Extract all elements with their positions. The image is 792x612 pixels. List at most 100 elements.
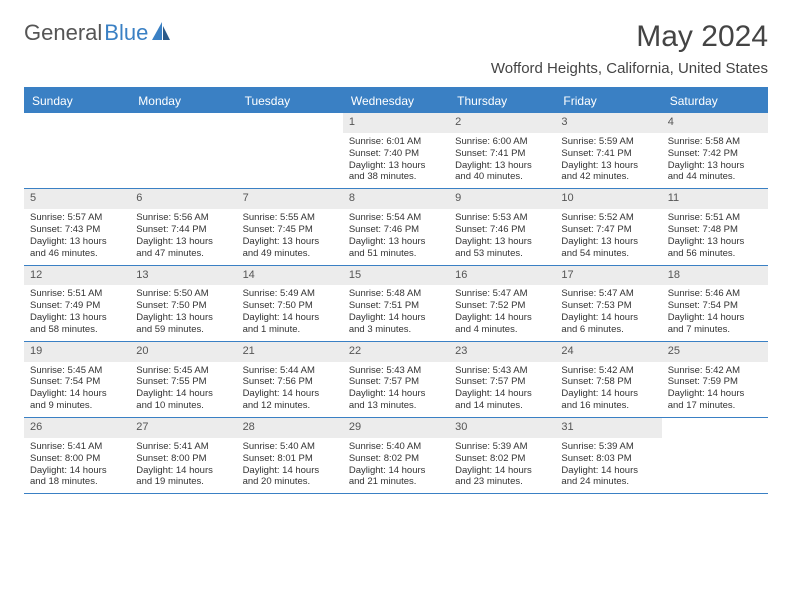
day-cell: 29Sunrise: 5:40 AMSunset: 8:02 PMDayligh…	[343, 418, 449, 493]
logo-text-general: General	[24, 20, 102, 46]
week-row: 1Sunrise: 6:01 AMSunset: 7:40 PMDaylight…	[24, 113, 768, 189]
day-number: 5	[24, 189, 130, 209]
sunset-text: Sunset: 7:59 PM	[668, 376, 762, 388]
sunset-text: Sunset: 7:46 PM	[349, 224, 443, 236]
sunrise-text: Sunrise: 5:49 AM	[243, 288, 337, 300]
day-cell: 9Sunrise: 5:53 AMSunset: 7:46 PMDaylight…	[449, 189, 555, 264]
sunset-text: Sunset: 7:46 PM	[455, 224, 549, 236]
daylight-text: Daylight: 13 hours and 54 minutes.	[561, 236, 655, 260]
sunset-text: Sunset: 7:49 PM	[30, 300, 124, 312]
day-number: 4	[662, 113, 768, 133]
sunrise-text: Sunrise: 5:43 AM	[349, 365, 443, 377]
sunrise-text: Sunrise: 5:52 AM	[561, 212, 655, 224]
sunrise-text: Sunrise: 5:50 AM	[136, 288, 230, 300]
day-body: Sunrise: 5:55 AMSunset: 7:45 PMDaylight:…	[237, 209, 343, 265]
day-body: Sunrise: 5:52 AMSunset: 7:47 PMDaylight:…	[555, 209, 661, 265]
day-cell	[237, 113, 343, 188]
day-name: Friday	[555, 89, 661, 113]
sunset-text: Sunset: 7:50 PM	[243, 300, 337, 312]
day-body: Sunrise: 6:00 AMSunset: 7:41 PMDaylight:…	[449, 133, 555, 189]
daylight-text: Daylight: 14 hours and 7 minutes.	[668, 312, 762, 336]
sunrise-text: Sunrise: 5:47 AM	[455, 288, 549, 300]
sunset-text: Sunset: 7:47 PM	[561, 224, 655, 236]
sunrise-text: Sunrise: 5:45 AM	[136, 365, 230, 377]
day-body: Sunrise: 5:56 AMSunset: 7:44 PMDaylight:…	[130, 209, 236, 265]
day-body: Sunrise: 5:51 AMSunset: 7:49 PMDaylight:…	[24, 285, 130, 341]
day-number: 18	[662, 266, 768, 286]
month-title: May 2024	[491, 20, 768, 54]
day-number: 17	[555, 266, 661, 286]
day-cell: 5Sunrise: 5:57 AMSunset: 7:43 PMDaylight…	[24, 189, 130, 264]
sunrise-text: Sunrise: 5:40 AM	[243, 441, 337, 453]
sunrise-text: Sunrise: 5:43 AM	[455, 365, 549, 377]
day-cell	[662, 418, 768, 493]
title-block: May 2024 Wofford Heights, California, Un…	[491, 20, 768, 77]
sunset-text: Sunset: 7:42 PM	[668, 148, 762, 160]
daylight-text: Daylight: 14 hours and 24 minutes.	[561, 465, 655, 489]
sunset-text: Sunset: 7:50 PM	[136, 300, 230, 312]
daylight-text: Daylight: 14 hours and 19 minutes.	[136, 465, 230, 489]
day-number: 31	[555, 418, 661, 438]
sunrise-text: Sunrise: 5:39 AM	[455, 441, 549, 453]
daylight-text: Daylight: 13 hours and 47 minutes.	[136, 236, 230, 260]
sunset-text: Sunset: 7:41 PM	[561, 148, 655, 160]
sunset-text: Sunset: 7:57 PM	[455, 376, 549, 388]
day-number: 25	[662, 342, 768, 362]
day-number: 26	[24, 418, 130, 438]
day-body: Sunrise: 5:48 AMSunset: 7:51 PMDaylight:…	[343, 285, 449, 341]
day-body: Sunrise: 5:39 AMSunset: 8:03 PMDaylight:…	[555, 438, 661, 494]
day-body: Sunrise: 5:51 AMSunset: 7:48 PMDaylight:…	[662, 209, 768, 265]
day-body: Sunrise: 5:59 AMSunset: 7:41 PMDaylight:…	[555, 133, 661, 189]
day-body: Sunrise: 5:47 AMSunset: 7:52 PMDaylight:…	[449, 285, 555, 341]
daylight-text: Daylight: 14 hours and 20 minutes.	[243, 465, 337, 489]
sunrise-text: Sunrise: 5:51 AM	[668, 212, 762, 224]
day-body: Sunrise: 5:42 AMSunset: 7:59 PMDaylight:…	[662, 362, 768, 418]
sunrise-text: Sunrise: 5:48 AM	[349, 288, 443, 300]
day-number: 1	[343, 113, 449, 133]
sunrise-text: Sunrise: 5:57 AM	[30, 212, 124, 224]
day-cell: 23Sunrise: 5:43 AMSunset: 7:57 PMDayligh…	[449, 342, 555, 417]
sunrise-text: Sunrise: 5:41 AM	[30, 441, 124, 453]
day-number: 6	[130, 189, 236, 209]
day-name: Saturday	[662, 89, 768, 113]
day-cell: 6Sunrise: 5:56 AMSunset: 7:44 PMDaylight…	[130, 189, 236, 264]
sunset-text: Sunset: 8:02 PM	[455, 453, 549, 465]
day-number: 3	[555, 113, 661, 133]
sunset-text: Sunset: 7:44 PM	[136, 224, 230, 236]
sunset-text: Sunset: 7:52 PM	[455, 300, 549, 312]
week-row: 12Sunrise: 5:51 AMSunset: 7:49 PMDayligh…	[24, 266, 768, 342]
day-body: Sunrise: 5:41 AMSunset: 8:00 PMDaylight:…	[130, 438, 236, 494]
day-cell: 20Sunrise: 5:45 AMSunset: 7:55 PMDayligh…	[130, 342, 236, 417]
sunrise-text: Sunrise: 5:58 AM	[668, 136, 762, 148]
daylight-text: Daylight: 14 hours and 17 minutes.	[668, 388, 762, 412]
header: General Blue May 2024 Wofford Heights, C…	[24, 20, 768, 77]
day-cell: 14Sunrise: 5:49 AMSunset: 7:50 PMDayligh…	[237, 266, 343, 341]
sunset-text: Sunset: 7:56 PM	[243, 376, 337, 388]
day-number: 8	[343, 189, 449, 209]
sunset-text: Sunset: 7:54 PM	[668, 300, 762, 312]
daylight-text: Daylight: 14 hours and 23 minutes.	[455, 465, 549, 489]
daylight-text: Daylight: 14 hours and 6 minutes.	[561, 312, 655, 336]
sunset-text: Sunset: 7:53 PM	[561, 300, 655, 312]
day-number: 23	[449, 342, 555, 362]
day-body: Sunrise: 5:45 AMSunset: 7:55 PMDaylight:…	[130, 362, 236, 418]
day-cell: 16Sunrise: 5:47 AMSunset: 7:52 PMDayligh…	[449, 266, 555, 341]
sunrise-text: Sunrise: 6:01 AM	[349, 136, 443, 148]
sunset-text: Sunset: 7:43 PM	[30, 224, 124, 236]
sunrise-text: Sunrise: 5:56 AM	[136, 212, 230, 224]
day-cell: 2Sunrise: 6:00 AMSunset: 7:41 PMDaylight…	[449, 113, 555, 188]
day-body: Sunrise: 5:49 AMSunset: 7:50 PMDaylight:…	[237, 285, 343, 341]
day-number: 28	[237, 418, 343, 438]
day-cell: 1Sunrise: 6:01 AMSunset: 7:40 PMDaylight…	[343, 113, 449, 188]
day-body: Sunrise: 5:53 AMSunset: 7:46 PMDaylight:…	[449, 209, 555, 265]
day-cell: 7Sunrise: 5:55 AMSunset: 7:45 PMDaylight…	[237, 189, 343, 264]
daylight-text: Daylight: 13 hours and 44 minutes.	[668, 160, 762, 184]
daylight-text: Daylight: 14 hours and 12 minutes.	[243, 388, 337, 412]
day-number: 24	[555, 342, 661, 362]
daylight-text: Daylight: 14 hours and 10 minutes.	[136, 388, 230, 412]
day-cell: 12Sunrise: 5:51 AMSunset: 7:49 PMDayligh…	[24, 266, 130, 341]
day-number	[130, 113, 236, 119]
daylight-text: Daylight: 13 hours and 58 minutes.	[30, 312, 124, 336]
sunset-text: Sunset: 8:03 PM	[561, 453, 655, 465]
daylight-text: Daylight: 13 hours and 38 minutes.	[349, 160, 443, 184]
